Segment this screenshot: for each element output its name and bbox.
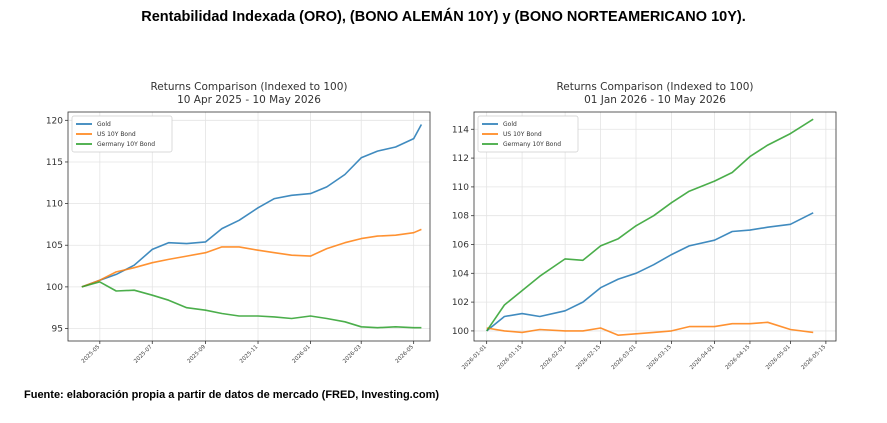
y-tick-label: 115 [46,158,63,168]
x-tick-label: 2026-01-01 [461,344,488,371]
x-tick-label: 2026-04-01 [689,344,716,371]
y-tick-label: 114 [452,125,469,135]
series-line-1 [81,228,422,288]
legend-box [71,115,173,153]
legend-label-2: Germany 10Y Bond [97,141,155,148]
y-tick-label: 100 [46,283,63,293]
source-note: Fuente: elaboración propia a partir de d… [24,389,440,401]
y-tick-label: 105 [46,241,63,251]
chart-subtitle: 10 Apr 2025 - 10 May 2026 [177,94,321,106]
legend-label-1: US 10Y Bond [503,131,542,138]
x-tick-label: 2026-02-15 [575,344,602,371]
x-tick-label: 2026-05-01 [765,344,792,371]
y-tick-label: 110 [46,200,63,210]
plot-frame [67,111,431,342]
legend-label-1: US 10Y Bond [97,131,136,138]
series-line-0 [486,212,814,332]
y-tick-label: 120 [46,116,63,126]
chart-right: Returns Comparison (Indexed to 100)01 Ja… [452,81,837,371]
y-tick-label: 108 [452,212,469,222]
x-tick-label: 2026-03-01 [611,344,638,371]
x-tick-label: 2026-04-15 [724,344,751,371]
x-tick-label: 2026-01-15 [497,344,524,371]
y-tick-label: 110 [452,183,469,193]
x-tick-label: 2026-05-15 [800,344,827,371]
y-tick-label: 100 [452,327,469,337]
y-tick-label: 112 [452,154,469,164]
x-tick-label: 2026-03-15 [646,344,673,371]
series-line-1 [486,321,814,337]
chart-title: Returns Comparison (Indexed to 100) [150,81,347,93]
series-line-2 [81,281,422,329]
plot-frame [473,111,837,342]
y-tick-label: 104 [452,269,469,279]
legend-box [477,115,579,153]
main-title: Rentabilidad Indexada (ORO), (BONO ALEMÁ… [141,9,746,25]
chart-subtitle: 01 Jan 2026 - 10 May 2026 [584,94,726,106]
series-line-2 [486,118,814,332]
y-tick-label: 102 [452,298,469,308]
legend-label-2: Germany 10Y Bond [503,141,561,148]
y-tick-label: 106 [452,241,469,251]
legend-label-0: Gold [503,121,517,128]
y-tick-label: 95 [52,325,63,335]
chart-left: Returns Comparison (Indexed to 100)10 Ap… [46,81,431,365]
series-line-0 [81,124,423,288]
chart-title: Returns Comparison (Indexed to 100) [556,81,753,93]
x-tick-label: 2026-02-01 [540,344,567,371]
legend-label-0: Gold [97,121,111,128]
